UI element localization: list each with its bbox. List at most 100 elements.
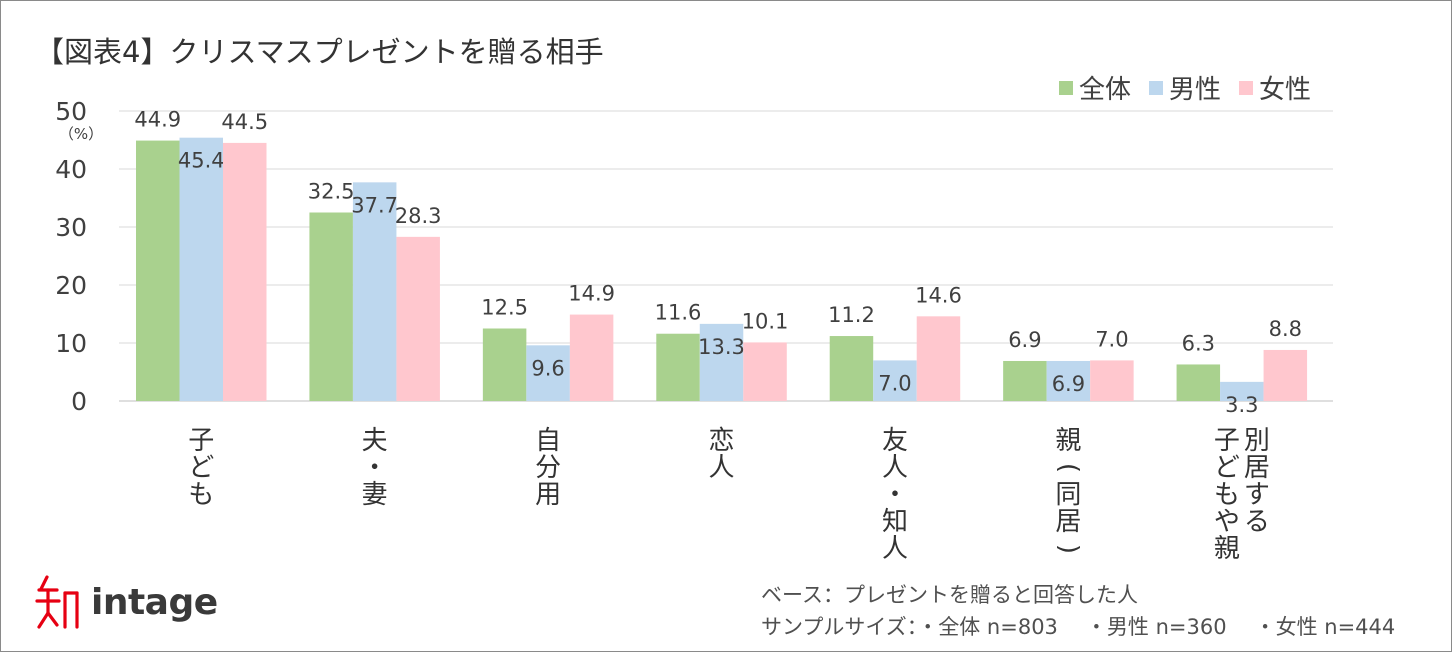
bar: [656, 333, 700, 401]
x-tick-label-char: 恋: [709, 426, 735, 456]
y-tick-label: 0: [71, 387, 87, 416]
data-label: 37.7: [351, 193, 398, 217]
x-tick-label-char: も: [188, 480, 214, 510]
footer-sample-all: ・全体 n=803: [917, 615, 1058, 639]
data-label: 6.3: [1182, 331, 1215, 355]
bar: [1090, 360, 1134, 401]
data-label: 14.9: [568, 282, 615, 306]
intage-kanji-logo-icon: [35, 575, 79, 629]
legend-item-female: 女性: [1238, 69, 1311, 106]
x-tick-label-char: ・: [362, 453, 388, 483]
data-label: 11.6: [655, 301, 702, 325]
bar: [1220, 381, 1264, 401]
data-label: 28.3: [395, 204, 442, 228]
x-tick-label-char: ・: [882, 480, 908, 510]
x-tick-label-char: 親: [1214, 534, 1240, 564]
x-tick-label-char: 妻: [362, 480, 388, 510]
bar: [829, 336, 874, 401]
legend-swatch-male: [1148, 80, 1163, 95]
bar-chart: 0 10 20 30 40 50（%） 44.9 32.5 12.5 11.6 11.2 6.9 6.3…: [55, 97, 1333, 564]
bar: [1003, 360, 1047, 401]
x-tick-label-char: 人: [709, 453, 735, 483]
x-tick-label-char: 子: [1214, 426, 1240, 456]
x-tick-label-char: 自: [535, 426, 561, 456]
bar: [916, 316, 961, 401]
data-label: 3.3: [1225, 393, 1258, 417]
data-label: 45.4: [178, 149, 225, 173]
data-label: 44.5: [221, 110, 268, 134]
data-label: 6.9: [1008, 328, 1041, 352]
bar: [526, 345, 570, 401]
bar: [699, 323, 744, 401]
bar: [1176, 364, 1221, 401]
legend-label-male: 男性: [1168, 75, 1221, 105]
data-label: 14.6: [915, 283, 962, 307]
x-tick-label-char: 友: [882, 426, 908, 456]
footer-sample-sizes: サンプルサイズ：・全体 n=803 ・男性 n=360 ・女性 n=444: [761, 611, 1395, 643]
bar: [569, 314, 614, 401]
x-tick-label-char: る: [1244, 507, 1270, 537]
legend-item-male: 男性: [1148, 69, 1221, 106]
x-tick-label-char: 用: [535, 480, 561, 510]
bar: [309, 212, 353, 401]
bar: [1263, 349, 1308, 401]
x-tick-label-char: ど: [188, 453, 214, 483]
legend-swatch-female: [1238, 80, 1253, 95]
bar: [179, 137, 223, 401]
bar: [136, 140, 180, 401]
footer-notes: ベース：プレゼントを贈ると回答した人 サンプルサイズ：・全体 n=803 ・男性 …: [761, 579, 1395, 643]
data-label: 32.5: [308, 180, 355, 204]
y-tick-label: 30: [55, 213, 87, 242]
x-tick-label-char: 別: [1244, 426, 1270, 456]
bar: [482, 328, 527, 401]
data-label: 8.8: [1269, 317, 1302, 341]
legend-label-all: 全体: [1078, 75, 1131, 105]
x-tick-label-char: (: [1053, 463, 1083, 473]
x-tick-label-char: す: [1244, 480, 1270, 510]
x-tick-label-char: や: [1214, 507, 1240, 537]
x-tick-label-char: 人: [882, 534, 908, 564]
chart-title: 【図表4】クリスマスプレゼントを贈る相手: [35, 35, 604, 69]
data-label: 13.3: [698, 335, 745, 359]
data-label: 11.2: [828, 303, 875, 327]
x-tick-label-char: ど: [1214, 453, 1240, 483]
y-tick-label: 10: [55, 329, 87, 358]
data-label: 6.9: [1052, 372, 1085, 396]
footer-sample-female: ・女性 n=444: [1254, 615, 1396, 639]
y-axis-unit: （%）: [59, 125, 103, 143]
footer-sample-male: ・男性 n=360: [1085, 615, 1227, 639]
bar: [223, 142, 267, 401]
x-tick-label-char: 親: [1055, 426, 1081, 456]
x-tick-label-char: 子: [188, 426, 214, 456]
legend: 全体 男性 女性: [1058, 69, 1311, 106]
bar: [396, 236, 440, 401]
legend-item-all: 全体: [1058, 69, 1131, 106]
data-label: 10.1: [742, 309, 789, 333]
x-tick-label-char: 分: [535, 453, 561, 483]
bar: [743, 342, 787, 401]
y-tick-label: 40: [55, 155, 87, 184]
legend-label-female: 女性: [1258, 75, 1311, 105]
y-tick-label: 20: [55, 271, 87, 300]
logo-text: intage: [91, 581, 218, 623]
x-tick-label-char: 居: [1055, 507, 1081, 537]
x-tick-label-char: 同: [1055, 480, 1081, 510]
footer-sample-prefix: サンプルサイズ：: [761, 615, 918, 639]
y-tick-label: 50: [55, 97, 87, 126]
bar: [873, 360, 917, 401]
data-label: 9.6: [531, 356, 564, 380]
bar: [1046, 360, 1091, 401]
data-label: 44.9: [134, 108, 181, 132]
data-label: 7.0: [1095, 327, 1128, 351]
x-tick-label-char: も: [1214, 480, 1240, 510]
x-tick-label-char: 知: [882, 507, 908, 537]
bar: [352, 182, 397, 401]
data-label: 7.0: [878, 371, 911, 395]
legend-swatch-all: [1058, 80, 1073, 95]
footer-base: ベース：プレゼントを贈ると回答した人: [761, 583, 1138, 607]
data-label: 12.5: [481, 296, 528, 320]
x-tick-label-char: 人: [882, 453, 908, 483]
x-tick-label-char: 居: [1244, 453, 1270, 483]
intage-logo: intage: [35, 573, 218, 631]
